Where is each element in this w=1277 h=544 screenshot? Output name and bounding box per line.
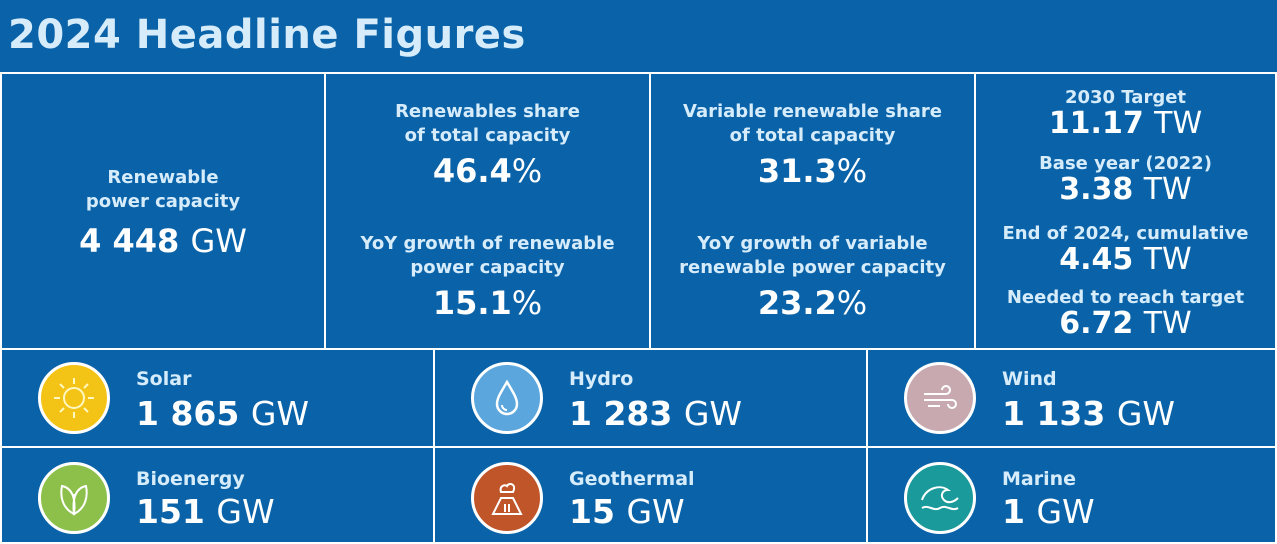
share-block: Renewables share of total capacity 46.4% xyxy=(326,100,649,190)
cumulative-value: 4.45 xyxy=(1059,242,1134,277)
source-name: Solar xyxy=(136,368,192,390)
water-drop-icon xyxy=(471,362,543,434)
top-statistics-grid: Renewable power capacity 4 448 GW Renewa… xyxy=(0,72,1277,350)
share-growth-label-line2: power capacity xyxy=(410,257,565,278)
share-value: 46.4 xyxy=(432,152,512,190)
source-value-line: 151 GW xyxy=(136,492,275,531)
sources-grid: Solar 1 865 GW Hydro 1 283 GW xyxy=(0,350,1277,544)
source-tile-solar: Solar 1 865 GW xyxy=(0,350,433,448)
variable-growth-label-line1: YoY growth of variable xyxy=(697,233,928,254)
share-unit: % xyxy=(511,152,543,190)
source-value: 1 283 xyxy=(569,394,673,433)
share-growth-label-line1: YoY growth of renewable xyxy=(360,233,615,254)
base-year-value: 3.38 xyxy=(1059,172,1134,207)
target-unit: TW xyxy=(1154,106,1203,141)
variable-label-line1: Variable renewable share xyxy=(683,101,942,122)
needed-item: Needed to reach target 6.72 TW xyxy=(976,288,1275,340)
capacity-label-line1: Renewable xyxy=(107,167,219,188)
source-name: Marine xyxy=(1002,468,1077,490)
base-year-label: Base year (2022) xyxy=(1039,153,1212,174)
page-title: 2024 Headline Figures xyxy=(8,12,526,58)
source-unit: GW xyxy=(1116,394,1176,433)
needed-label: Needed to reach target xyxy=(1006,287,1245,308)
capacity-value-line: 4 448 GW xyxy=(2,222,324,260)
base-year-item: Base year (2022) 3.38 TW xyxy=(976,154,1275,206)
variable-block: Variable renewable share of total capaci… xyxy=(651,100,974,190)
base-year-unit: TW xyxy=(1143,172,1192,207)
needed-unit: TW xyxy=(1143,306,1192,341)
source-tile-marine: Marine 1 GW xyxy=(866,448,1277,544)
variable-growth-block: YoY growth of variable renewable power c… xyxy=(651,232,974,322)
variable-growth-label-line2: renewable power capacity xyxy=(679,257,946,278)
source-unit: GW xyxy=(216,492,275,531)
source-unit: GW xyxy=(683,394,743,433)
needed-value-line: 6.72 TW xyxy=(976,308,1275,340)
source-name: Wind xyxy=(1002,368,1057,390)
source-name: Hydro xyxy=(569,368,634,390)
variable-unit: % xyxy=(836,152,868,190)
source-tile-wind: Wind 1 133 GW xyxy=(866,350,1277,448)
leaf-icon xyxy=(38,462,110,534)
source-unit: GW xyxy=(1036,492,1095,531)
target-value: 11.17 xyxy=(1048,106,1144,141)
variable-value-line: 31.3% xyxy=(651,152,974,190)
share-label-line2: of total capacity xyxy=(404,125,571,146)
share-growth-unit: % xyxy=(511,284,543,322)
source-name: Bioenergy xyxy=(136,468,245,490)
source-value: 1 865 xyxy=(136,394,240,433)
source-tile-hydro: Hydro 1 283 GW xyxy=(433,350,866,448)
targets-cell: 2030 Target 11.17 TW Base year (2022) 3.… xyxy=(974,74,1277,348)
base-year-value-line: 3.38 TW xyxy=(976,174,1275,206)
cumulative-value-line: 4.45 TW xyxy=(976,244,1275,276)
source-name: Geothermal xyxy=(569,468,695,490)
target-value-line: 11.17 TW xyxy=(976,108,1275,140)
share-growth-block: YoY growth of renewable power capacity 1… xyxy=(326,232,649,322)
capacity-value: 4 448 xyxy=(79,222,180,260)
capacity-block: Renewable power capacity 4 448 GW xyxy=(2,166,324,260)
share-label-line1: Renewables share xyxy=(395,101,580,122)
source-value: 1 133 xyxy=(1002,394,1106,433)
volcano-icon xyxy=(471,462,543,534)
source-unit: GW xyxy=(626,492,685,531)
wave-icon xyxy=(904,462,976,534)
capacity-cell: Renewable power capacity 4 448 GW xyxy=(0,74,324,348)
source-value-line: 1 283 GW xyxy=(569,394,742,433)
variable-growth-value: 23.2 xyxy=(757,284,837,322)
source-tile-bioenergy: Bioenergy 151 GW xyxy=(0,448,433,544)
target-item: 2030 Target 11.17 TW xyxy=(976,88,1275,140)
share-value-line: 46.4% xyxy=(326,152,649,190)
variable-growth-unit: % xyxy=(836,284,868,322)
source-value-line: 1 GW xyxy=(1002,492,1095,531)
source-value: 15 xyxy=(569,492,615,531)
variable-label-line2: of total capacity xyxy=(729,125,896,146)
source-unit: GW xyxy=(250,394,310,433)
share-growth-value: 15.1 xyxy=(432,284,512,322)
source-value: 1 xyxy=(1002,492,1025,531)
capacity-unit: GW xyxy=(190,222,247,260)
target-label: 2030 Target xyxy=(1064,87,1187,108)
source-value-line: 1 865 GW xyxy=(136,394,309,433)
wind-icon xyxy=(904,362,976,434)
source-value-line: 15 GW xyxy=(569,492,685,531)
source-tile-geothermal: Geothermal 15 GW xyxy=(433,448,866,544)
share-cell: Renewables share of total capacity 46.4%… xyxy=(324,74,649,348)
variable-cell: Variable renewable share of total capaci… xyxy=(649,74,974,348)
share-growth-value-line: 15.1% xyxy=(326,284,649,322)
cumulative-unit: TW xyxy=(1143,242,1192,277)
needed-value: 6.72 xyxy=(1059,306,1134,341)
variable-growth-value-line: 23.2% xyxy=(651,284,974,322)
cumulative-label: End of 2024, cumulative xyxy=(1002,223,1249,244)
sun-icon xyxy=(38,362,110,434)
source-value-line: 1 133 GW xyxy=(1002,394,1175,433)
variable-value: 31.3 xyxy=(757,152,837,190)
capacity-label-line2: power capacity xyxy=(85,191,241,212)
cumulative-item: End of 2024, cumulative 4.45 TW xyxy=(976,224,1275,276)
source-value: 151 xyxy=(136,492,205,531)
